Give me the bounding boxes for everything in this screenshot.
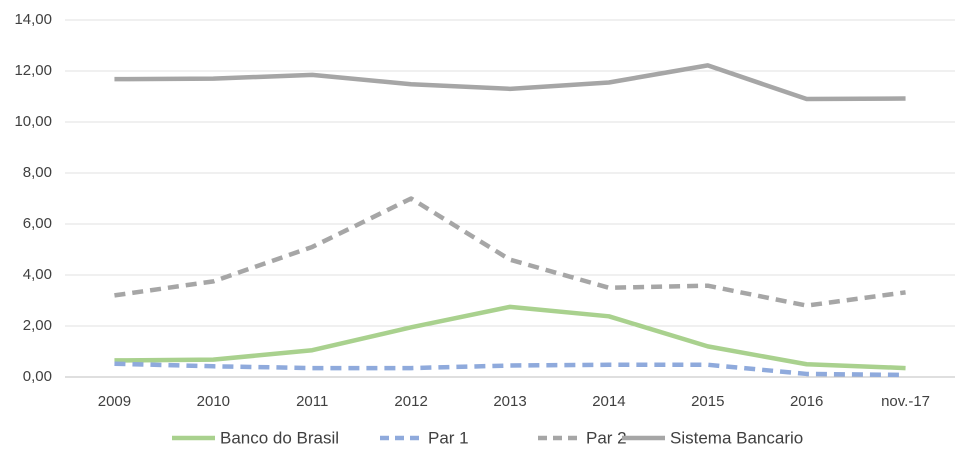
y-tick-label: 12,00 — [14, 62, 52, 79]
legend-label: Banco do Brasil — [220, 428, 339, 447]
y-tick-label: 14,00 — [14, 11, 52, 28]
x-tick-label: 2013 — [493, 393, 526, 410]
x-tick-label: 2014 — [592, 393, 625, 410]
x-tick-label: 2009 — [98, 393, 131, 410]
x-tick-label: 2015 — [691, 393, 724, 410]
x-tick-label: nov.-17 — [881, 393, 930, 410]
y-tick-label: 2,00 — [23, 317, 52, 334]
x-tick-label: 2011 — [296, 393, 328, 410]
series-line — [114, 63, 906, 102]
y-tick-label: 8,00 — [23, 164, 52, 181]
x-tick-label: 2016 — [790, 393, 823, 410]
y-tick-label: 6,00 — [23, 215, 52, 232]
y-tick-label: 0,00 — [23, 368, 52, 385]
series-line — [114, 304, 906, 371]
legend-label: Par 2 — [586, 428, 627, 447]
x-tick-label: 2012 — [394, 393, 427, 410]
y-tick-label: 10,00 — [14, 113, 52, 130]
series-line — [114, 196, 906, 308]
y-tick-label: 4,00 — [23, 266, 52, 283]
series-line — [114, 361, 906, 378]
legend-label: Par 1 — [428, 428, 469, 447]
legend-label: Sistema Bancario — [670, 428, 803, 447]
legend: Banco do Brasil Par 1 Par 2 Sistema Bancari… — [172, 428, 803, 447]
x-tick-label: 2010 — [197, 393, 230, 410]
